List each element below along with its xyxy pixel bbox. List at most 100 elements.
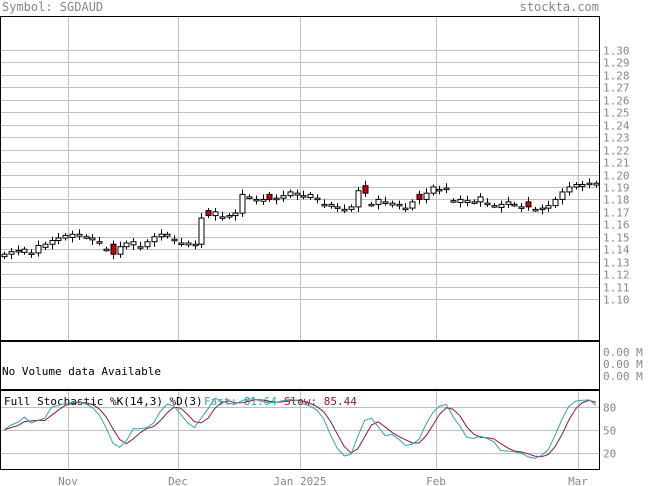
price-tick-label: 1.26 [603, 95, 630, 108]
stochastic-tick-label: 20 [603, 448, 616, 461]
price-tick-label: 1.25 [603, 107, 630, 120]
candle-body [35, 244, 42, 254]
x-tick-label: Mar [568, 475, 588, 486]
candle-body [96, 241, 103, 244]
candle-body [158, 233, 165, 238]
candle-body [171, 238, 178, 242]
stochastic-tick-label: 50 [603, 425, 616, 438]
candle-body [484, 202, 491, 206]
candle-body [416, 193, 423, 200]
volume-label-1: 0.00 M [603, 346, 643, 359]
volume-panel: No Volume data Available 0.00 M 0.00 M 0… [0, 341, 643, 390]
stochastic-slow-label: Slow: 85.44 [284, 395, 357, 408]
candle-body [178, 242, 185, 245]
candle-body [409, 201, 416, 209]
candle-body [144, 241, 151, 248]
price-tick-label: 1.30 [603, 45, 630, 58]
candle-body [518, 206, 525, 209]
price-tick-label: 1.21 [603, 157, 630, 170]
stochastic-panel: Full Stochastic %K(14,3) %D(3) Fast: 81.… [0, 390, 616, 470]
price-tick-label: 1.22 [603, 145, 630, 158]
candle-body [525, 201, 532, 208]
symbol-prefix: Symbol: [2, 0, 60, 14]
stochastic-grid [1, 391, 599, 469]
x-axis: Nov Dec Jan 2025 Feb Mar [58, 475, 588, 486]
no-volume-message: No Volume data Available [2, 365, 161, 378]
candle-body [545, 205, 552, 209]
candle-body [15, 249, 22, 253]
candle-body [471, 201, 478, 204]
price-tick-label: 1.11 [603, 282, 630, 295]
price-tick-label: 1.10 [603, 294, 630, 307]
candle-body [450, 200, 457, 203]
stochastic-axis: 80 50 20 [603, 402, 616, 461]
candle-body [498, 203, 505, 208]
candle-body [198, 217, 205, 245]
candle-body [8, 251, 15, 255]
fast-line [3, 397, 597, 459]
price-tick-label: 1.12 [603, 269, 630, 282]
candle-body [505, 201, 512, 205]
candle-body [328, 203, 335, 207]
stochastic-tick-label: 80 [603, 402, 616, 415]
price-tick-label: 1.20 [603, 170, 630, 183]
candle-body [382, 201, 389, 204]
candle-body [232, 212, 239, 217]
price-panel: 1.301.291.281.271.261.251.241.231.221.21… [0, 16, 630, 341]
candle-body [83, 236, 90, 239]
stochastic-title: Full Stochastic %K(14,3) %D(3) [4, 395, 203, 408]
candle-body [62, 235, 69, 239]
candle-body [280, 195, 287, 199]
candle-body [212, 211, 219, 217]
candle-body [123, 242, 130, 248]
candle-body [559, 191, 566, 200]
candle-body [539, 207, 546, 211]
price-axis: 1.301.291.281.271.261.251.241.231.221.21… [603, 45, 630, 307]
candle-body [205, 210, 212, 217]
candle-body [239, 193, 246, 214]
symbol-label: Symbol: SGDAUD [2, 0, 103, 14]
price-tick-label: 1.16 [603, 219, 630, 232]
candle-body [226, 215, 233, 218]
candle-body [423, 192, 430, 200]
candle-body [593, 182, 600, 186]
candle-body [69, 233, 76, 238]
candle-body [151, 236, 158, 243]
price-tick-label: 1.29 [603, 57, 630, 70]
candle-body [300, 195, 307, 198]
volume-label-2: 0.00 M [603, 358, 643, 371]
candle-body [192, 243, 199, 247]
x-tick-label: Jan 2025 [274, 475, 327, 486]
candle-body [389, 202, 396, 206]
candle-body [573, 183, 580, 188]
candle-body [21, 248, 28, 253]
candle-body [137, 246, 144, 249]
candle-body [42, 243, 49, 248]
candle-body [76, 233, 83, 237]
candle-body [552, 198, 559, 207]
volume-label-3: 0.00 M [603, 370, 643, 383]
price-tick-label: 1.14 [603, 244, 630, 257]
site-label: stockta.com [519, 0, 599, 14]
candle-body [532, 208, 539, 212]
candle-body [266, 193, 273, 200]
candle-body [185, 242, 192, 246]
candle-body [362, 185, 369, 194]
candle-body [443, 187, 450, 191]
candle-body [294, 192, 301, 196]
candle-body [334, 206, 341, 209]
candle-body [49, 239, 56, 245]
candle-body [375, 198, 382, 205]
price-tick-label: 1.13 [603, 257, 630, 270]
candle-body [402, 207, 409, 211]
candle-body [586, 182, 593, 186]
candle-body [55, 237, 62, 241]
price-tick-label: 1.15 [603, 232, 630, 245]
candle-body [579, 183, 586, 187]
price-tick-label: 1.18 [603, 194, 630, 207]
candle-body [253, 198, 260, 202]
candle-body [28, 252, 35, 255]
candle-body [117, 246, 124, 255]
candle-body [89, 237, 96, 241]
price-tick-label: 1.24 [603, 120, 630, 133]
